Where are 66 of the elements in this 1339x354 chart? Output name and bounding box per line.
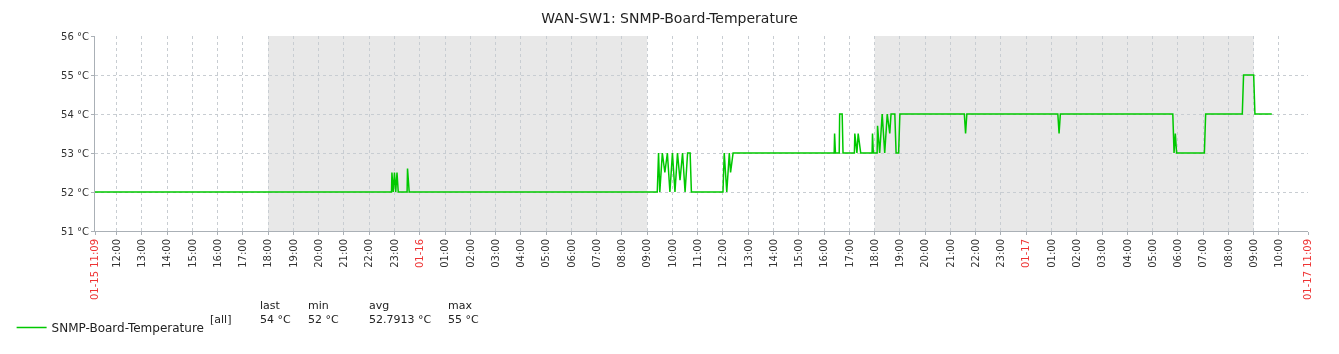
text: min	[308, 299, 329, 312]
y-tick-label: 55 °C	[61, 69, 90, 81]
x-tick-label: 17:00	[843, 239, 855, 268]
y-tick-label: 51 °C	[61, 225, 90, 237]
x-tick-label: 01-17	[1020, 239, 1032, 269]
text: 52.7913 °C	[369, 313, 432, 326]
y-tick-label: 52 °C	[61, 186, 90, 198]
x-tick-label: 02:00	[464, 239, 476, 268]
x-tick-label: 09:00	[1247, 239, 1259, 268]
x-tick-label: 01-16	[413, 239, 425, 269]
x-tick-label: 19:00	[894, 239, 906, 268]
y-tick-label: 54 °C	[61, 108, 90, 120]
x-tick-label: 23:00	[388, 239, 400, 268]
x-tick-label: 08:00	[1222, 239, 1234, 268]
text: last	[260, 299, 281, 312]
x-tick-label: 06:00	[565, 239, 577, 268]
x-tick-label: 20:00	[919, 239, 931, 268]
x-tick-label: 14:00	[161, 239, 173, 268]
text: 54 °C	[260, 313, 291, 326]
text: avg	[369, 299, 390, 312]
x-tick-label: 14:00	[767, 239, 779, 268]
x-tick-label: 13:00	[136, 239, 147, 268]
x-tick-label: 02:00	[1071, 239, 1083, 268]
x-tick-label: 12:00	[110, 239, 122, 268]
x-tick-label: 03:00	[1096, 239, 1108, 268]
x-tick-label: 23:00	[995, 239, 1007, 268]
chart-title: WAN-SW1: SNMP-Board-Temperature	[541, 9, 798, 26]
x-tick-label: 13:00	[742, 239, 754, 268]
legend-label: SNMP-Board-Temperature	[51, 321, 204, 336]
x-tick-label: 03:00	[489, 239, 501, 268]
x-tick-label: 16:00	[211, 239, 223, 268]
x-tick-label: 07:00	[590, 239, 602, 268]
text: [all]	[210, 313, 232, 326]
x-tick-label: 22:00	[969, 239, 981, 268]
x-tick-label: 01:00	[1045, 239, 1057, 268]
y-tick-label: 56 °C	[61, 30, 90, 42]
x-tick-label: 01-17 11:09	[1302, 239, 1314, 301]
x-tick-label: 01:00	[439, 239, 451, 268]
x-tick-label: 05:00	[1146, 239, 1158, 268]
x-tick-label: 12:00	[717, 239, 729, 268]
x-tick-label: 21:00	[338, 239, 350, 268]
x-tick-label: 19:00	[287, 239, 299, 268]
x-tick-label: 17:00	[237, 239, 249, 268]
y-tick-label: 53 °C	[61, 147, 90, 159]
x-tick-label: 07:00	[1197, 239, 1209, 268]
x-tick-label: 09:00	[641, 239, 653, 268]
x-tick-label: 20:00	[312, 239, 324, 268]
x-tick-label: 06:00	[1172, 239, 1184, 268]
x-tick-label: 22:00	[363, 239, 375, 268]
text: max	[448, 299, 473, 312]
x-tick-label: 18:00	[868, 239, 880, 268]
x-tick-label: 04:00	[515, 239, 527, 268]
x-tick-label: 18:00	[262, 239, 274, 268]
x-tick-label: 15:00	[186, 239, 198, 268]
x-tick-label: 10:00	[666, 239, 678, 268]
x-tick-label: 15:00	[793, 239, 805, 268]
x-tick-label: 16:00	[818, 239, 830, 268]
x-tick-label: 11:00	[691, 239, 703, 268]
text: 55 °C	[448, 313, 479, 326]
x-tick-label: 08:00	[616, 239, 628, 268]
x-tick-label: 04:00	[1121, 239, 1133, 268]
x-tick-label: 01-15 11:09	[89, 239, 101, 301]
x-tick-label: 21:00	[944, 239, 956, 268]
x-tick-label: 05:00	[540, 239, 552, 268]
x-tick-label: 10:00	[1273, 239, 1285, 268]
text: 52 °C	[308, 313, 339, 326]
